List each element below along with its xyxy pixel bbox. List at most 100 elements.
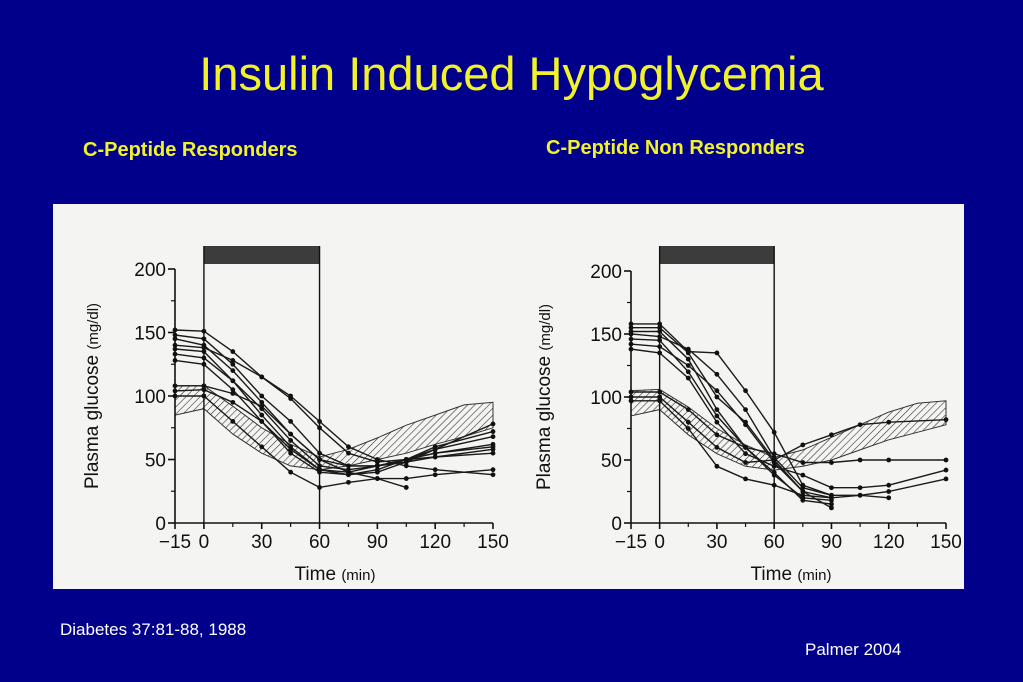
y-tick-label: 100 bbox=[134, 387, 166, 408]
data-point bbox=[886, 419, 892, 425]
data-point bbox=[490, 472, 496, 478]
data-point bbox=[201, 349, 207, 354]
x-tick-label: 90 bbox=[821, 532, 842, 553]
x-tick-label: 0 bbox=[199, 532, 210, 553]
data-point bbox=[432, 450, 438, 456]
y-tick-label: 50 bbox=[601, 451, 622, 472]
data-point bbox=[230, 368, 236, 373]
x-tick-label: 0 bbox=[654, 532, 665, 553]
data-point bbox=[317, 425, 322, 431]
data-point bbox=[886, 457, 892, 463]
data-point bbox=[743, 388, 748, 394]
data-point bbox=[288, 469, 294, 475]
data-point bbox=[943, 457, 949, 463]
data-point bbox=[346, 472, 351, 478]
data-point bbox=[743, 445, 748, 450]
series-line-6 bbox=[630, 343, 832, 509]
y-tick-label: 200 bbox=[590, 262, 622, 283]
data-point bbox=[288, 431, 294, 437]
data-point bbox=[201, 393, 207, 399]
data-point bbox=[829, 501, 834, 507]
data-point bbox=[743, 451, 748, 457]
y-tick-label: 0 bbox=[611, 514, 622, 535]
data-point bbox=[172, 346, 178, 352]
data-point bbox=[685, 356, 691, 362]
data-point bbox=[288, 450, 294, 456]
data-point bbox=[432, 446, 438, 452]
normal-range-band bbox=[630, 388, 947, 471]
data-point bbox=[628, 389, 634, 395]
data-point bbox=[628, 325, 634, 331]
x-tick-label: −15 bbox=[615, 532, 647, 553]
data-point bbox=[172, 393, 178, 399]
y-axis-label: Plasma glucose (mg/dl) bbox=[82, 303, 103, 489]
data-point bbox=[657, 321, 663, 327]
data-point bbox=[346, 444, 351, 450]
figure-panel: 0 50 100 150 200 −15 0 30 60 90 120 150 Time (min) Pl… bbox=[53, 204, 964, 589]
data-point bbox=[172, 342, 178, 348]
data-point bbox=[685, 363, 691, 368]
data-point bbox=[288, 393, 294, 399]
x-tick-label: −15 bbox=[159, 532, 191, 553]
data-point bbox=[829, 432, 834, 438]
series-line-1 bbox=[174, 329, 494, 463]
x-tick-label: 150 bbox=[477, 532, 509, 553]
x-tick-label: 60 bbox=[309, 532, 330, 553]
data-point bbox=[374, 476, 380, 481]
data-point bbox=[657, 334, 663, 339]
data-point bbox=[771, 457, 777, 463]
data-point bbox=[657, 394, 663, 400]
data-point bbox=[288, 438, 294, 443]
data-point bbox=[628, 394, 634, 400]
responders-heading: C-Peptide Responders bbox=[83, 139, 298, 161]
x-tick-label: 60 bbox=[764, 532, 785, 553]
data-point bbox=[657, 389, 663, 395]
normal-range-band bbox=[174, 385, 494, 471]
data-point bbox=[432, 467, 438, 473]
data-point bbox=[628, 321, 634, 327]
data-point bbox=[172, 336, 178, 342]
data-point bbox=[490, 429, 496, 434]
data-point bbox=[857, 457, 863, 463]
data-point bbox=[346, 450, 351, 456]
data-point bbox=[317, 419, 322, 424]
data-point bbox=[743, 407, 748, 412]
data-point bbox=[800, 460, 806, 465]
data-point bbox=[317, 450, 322, 456]
data-point bbox=[374, 457, 380, 462]
data-point bbox=[374, 463, 380, 469]
data-point bbox=[886, 489, 892, 494]
data-point bbox=[857, 492, 863, 498]
infusion-bar bbox=[203, 246, 320, 264]
data-point bbox=[943, 467, 949, 473]
data-point bbox=[685, 426, 691, 431]
data-point bbox=[201, 383, 207, 389]
data-point bbox=[743, 422, 748, 428]
x-tick-label: 150 bbox=[930, 532, 962, 553]
series-line-3 bbox=[631, 330, 832, 505]
data-point bbox=[403, 485, 409, 490]
data-point bbox=[771, 429, 777, 435]
data-point bbox=[657, 325, 663, 331]
data-point bbox=[201, 336, 207, 342]
series-line-2 bbox=[631, 326, 889, 499]
data-point bbox=[771, 463, 777, 469]
data-point bbox=[829, 460, 834, 465]
data-point bbox=[800, 489, 806, 494]
y-tick-label: 150 bbox=[134, 324, 166, 345]
y-tick-label: 50 bbox=[145, 451, 166, 472]
data-point bbox=[743, 460, 748, 465]
data-point bbox=[288, 446, 294, 452]
data-point bbox=[714, 407, 720, 412]
data-point bbox=[201, 328, 207, 334]
journal-citation: Diabetes 37:81-88, 1988 bbox=[60, 620, 247, 639]
x-axis-label: Time (min) bbox=[751, 564, 832, 585]
data-point bbox=[800, 485, 806, 491]
data-point bbox=[714, 371, 720, 377]
data-point bbox=[432, 454, 438, 460]
x-tick-label: 120 bbox=[419, 532, 451, 553]
data-point bbox=[172, 388, 178, 394]
data-point bbox=[403, 459, 409, 465]
data-point bbox=[317, 485, 322, 490]
data-point bbox=[259, 403, 265, 409]
